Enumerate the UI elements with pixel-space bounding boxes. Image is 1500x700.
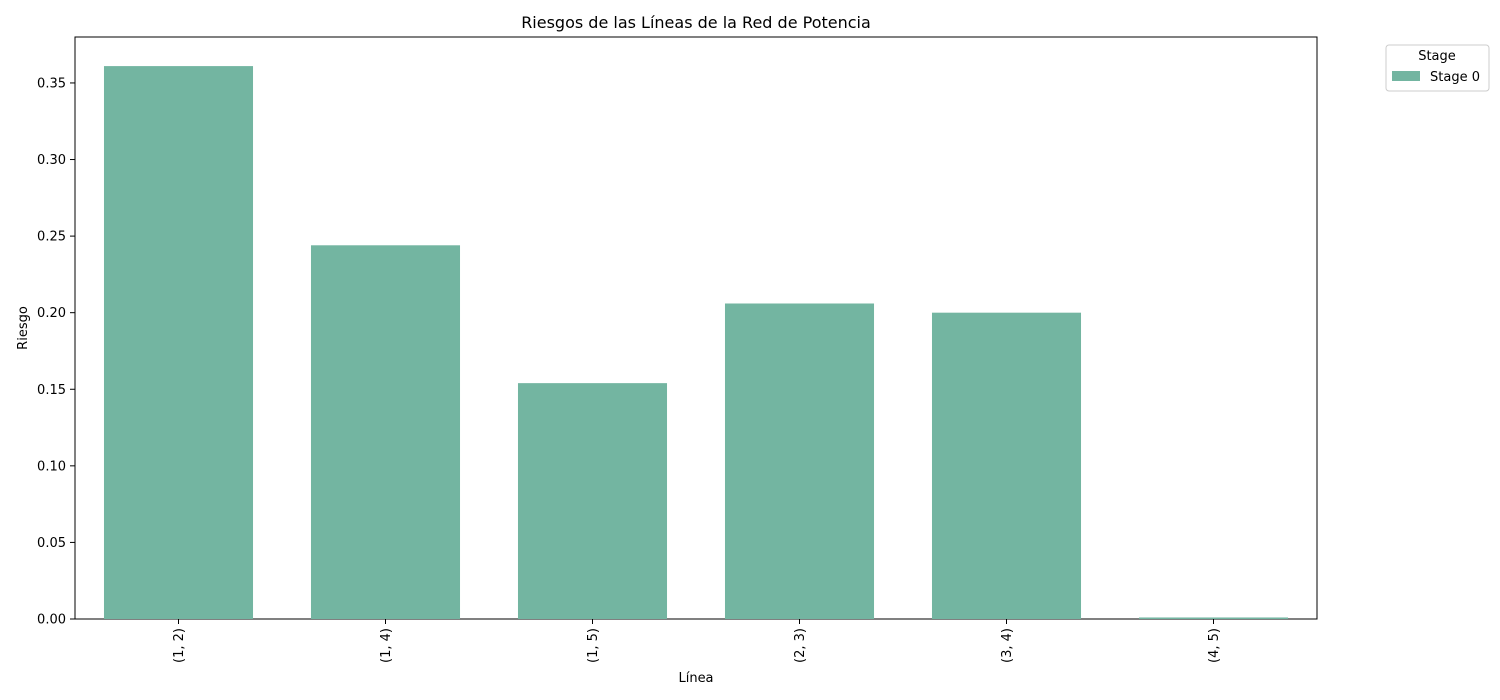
x-tick-label: (3, 4)	[1000, 628, 1015, 663]
y-tick-label: 0.25	[37, 230, 66, 245]
x-tick-label: (2, 3)	[793, 628, 808, 663]
y-tick-label: 0.05	[37, 536, 66, 551]
plot-area: 0.000.050.100.150.200.250.300.35 (1, 2)(…	[37, 36, 1318, 663]
legend: Stage Stage 0	[1385, 44, 1490, 92]
y-tick-label: 0.00	[37, 613, 66, 628]
bar-1	[310, 245, 461, 620]
chart-title: Riesgos de las Líneas de la Red de Poten…	[521, 13, 871, 32]
legend-title: Stage	[1418, 49, 1456, 64]
y-axis-label: Riesgo	[16, 306, 31, 350]
bar-4	[931, 312, 1082, 619]
legend-swatch	[1392, 71, 1420, 81]
y-tick-label: 0.20	[37, 306, 66, 321]
bar-3	[724, 303, 875, 619]
y-tick-label: 0.15	[37, 383, 66, 398]
y-axis: 0.00 0.05 0.10 0.15 0.20 0.25 0.30 0.35	[37, 76, 75, 628]
y-tick-label: 0.30	[37, 153, 66, 168]
legend-label: Stage 0	[1430, 70, 1480, 85]
plot-frame	[74, 36, 1318, 620]
y-tick-label: 0.35	[37, 76, 66, 91]
x-tick-label: (1, 5)	[586, 628, 601, 663]
bar-5	[1138, 617, 1289, 619]
y-tick-label: 0.10	[37, 459, 66, 474]
x-axis-label: Línea	[678, 671, 713, 686]
bar-0	[103, 66, 254, 620]
bar-series	[103, 66, 1289, 620]
x-tick-label: (4, 5)	[1207, 628, 1222, 663]
x-tick-label: (1, 2)	[172, 628, 187, 663]
bar-2	[517, 383, 668, 619]
x-tick-label: (1, 4)	[379, 628, 394, 663]
x-axis: (1, 2) (1, 4) (1, 5) (2, 3) (3, 4) (4, 5)	[172, 619, 1222, 663]
